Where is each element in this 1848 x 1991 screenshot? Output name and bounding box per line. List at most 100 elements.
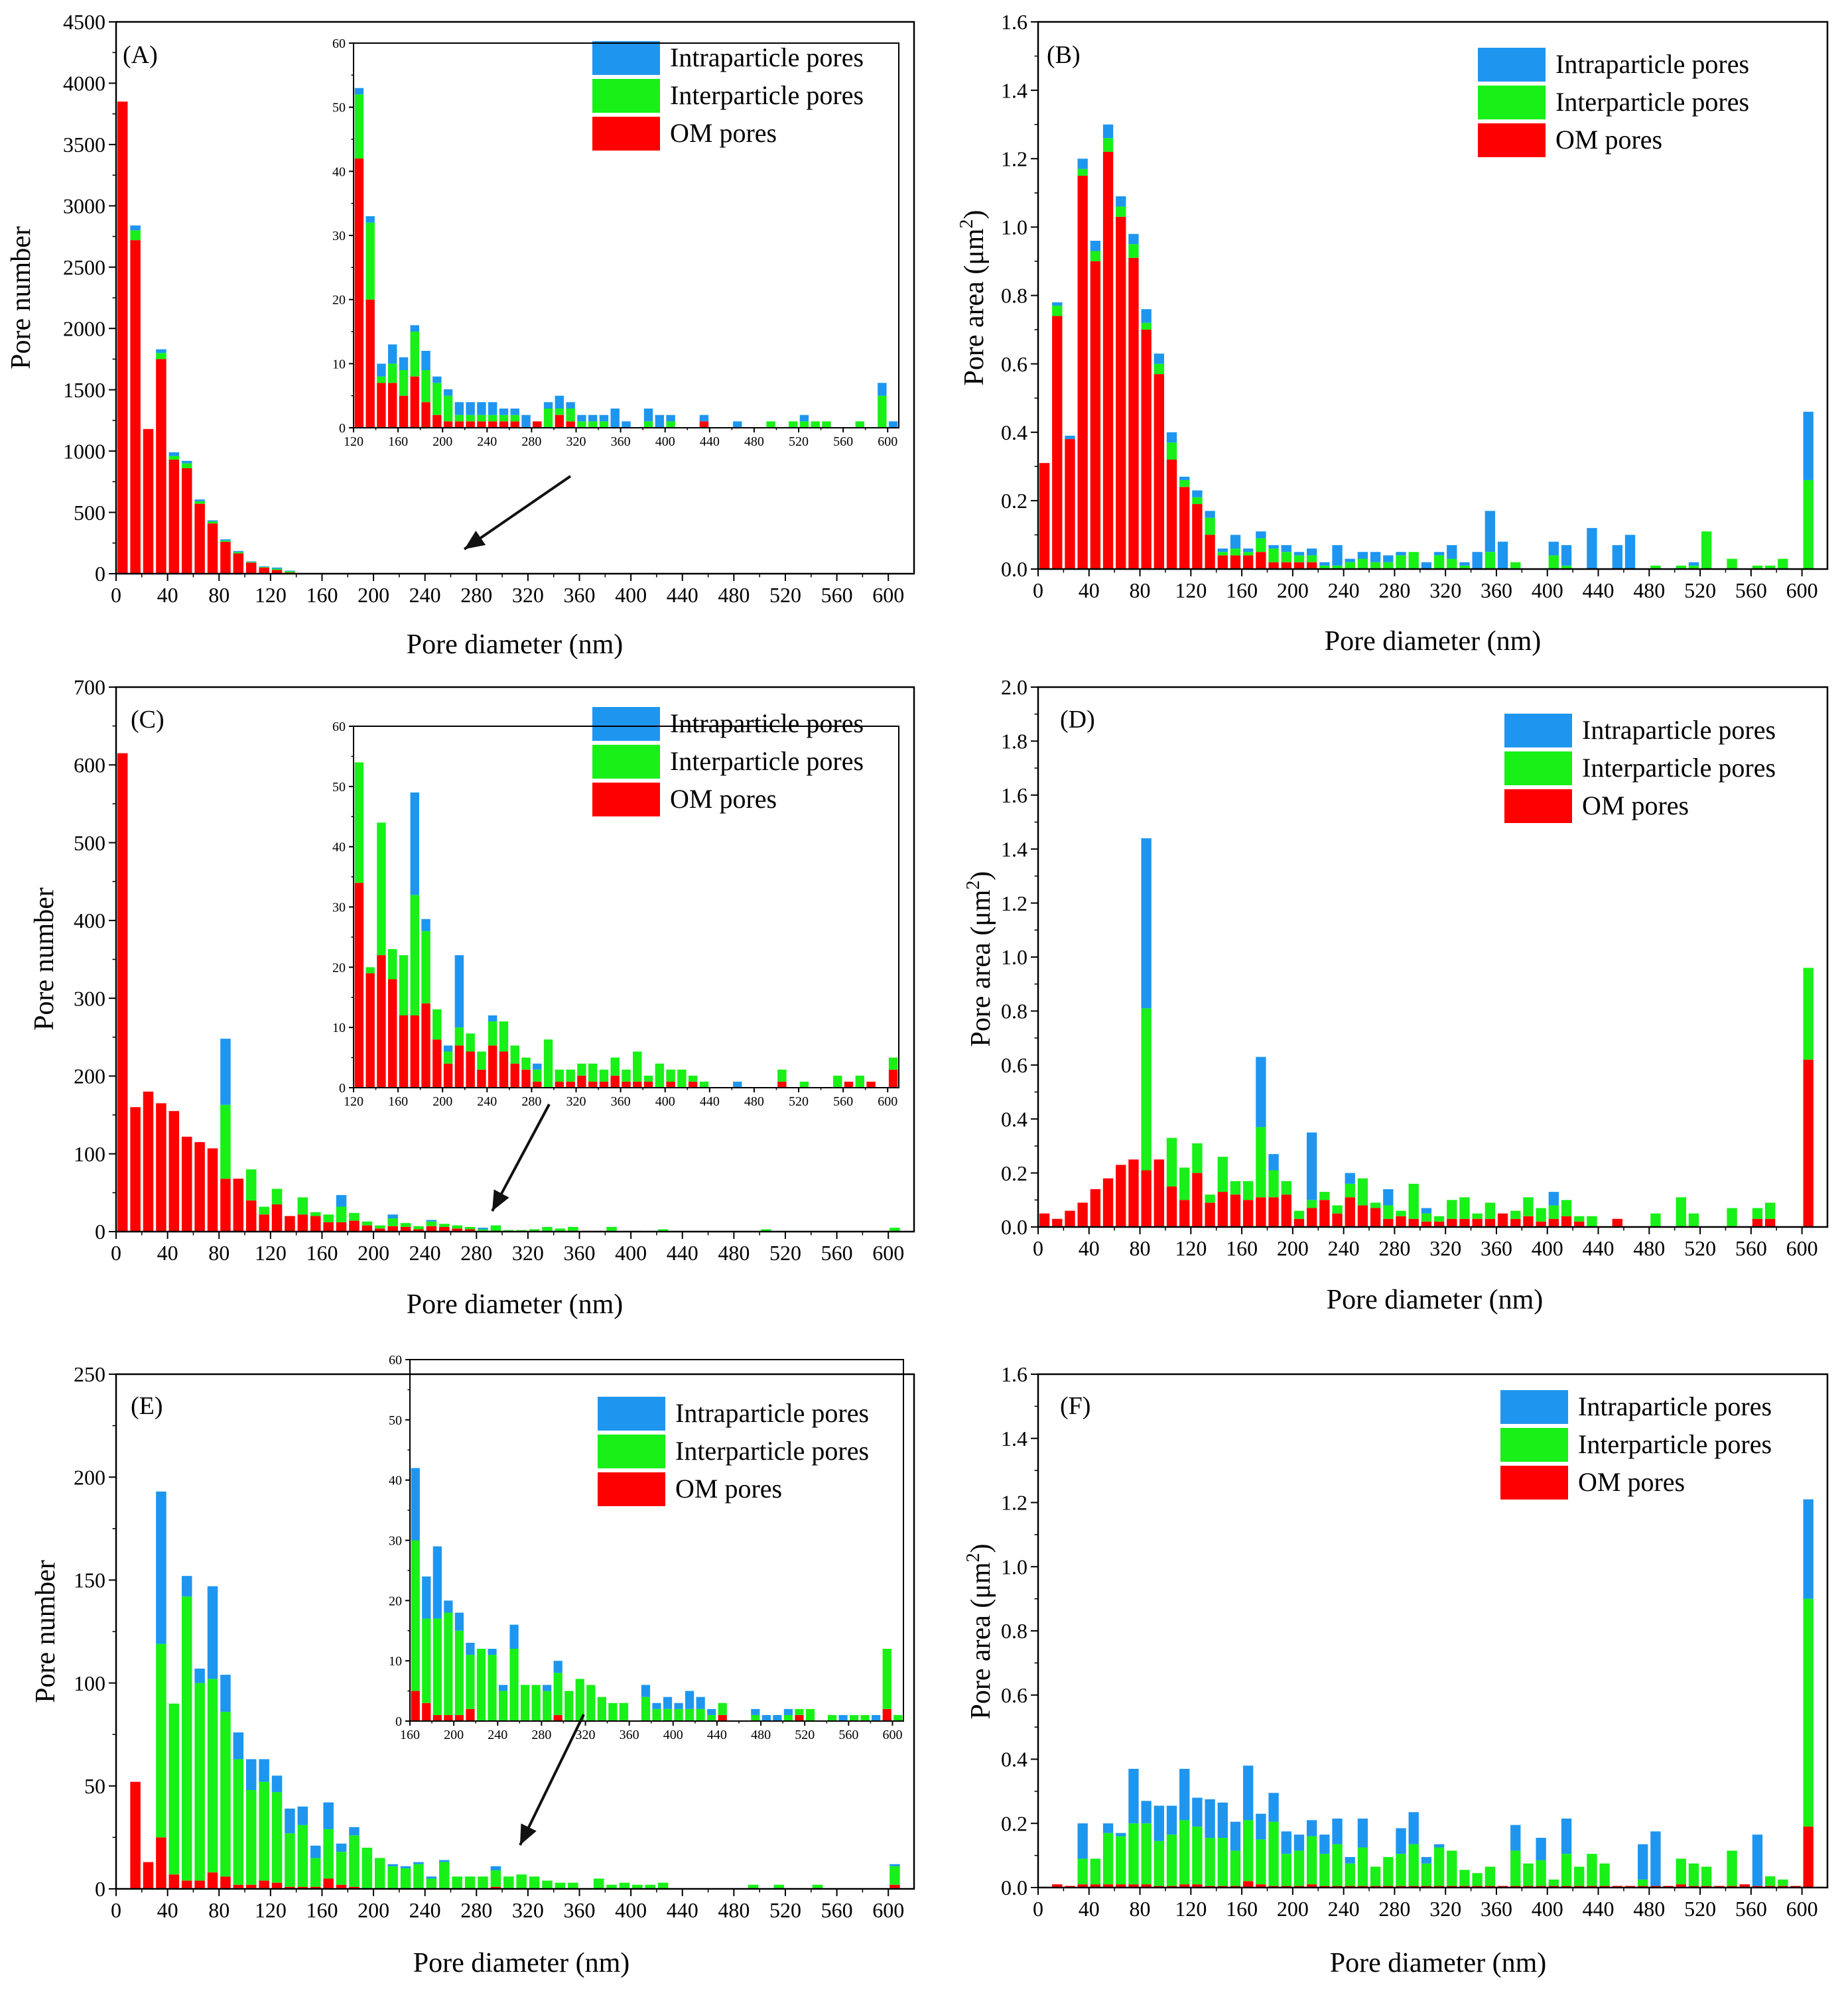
panel-C-inset-bar-interparticle-pores xyxy=(510,1045,519,1064)
panel-E-ytick-label: 50 xyxy=(84,1774,105,1798)
panel-A-ytick-label: 4500 xyxy=(63,10,105,34)
panel-C-ytick-label: 500 xyxy=(74,831,105,855)
panel-C-inset-ytick-label: 50 xyxy=(332,780,346,795)
panel-C-inset-xtick-label: 560 xyxy=(833,1094,853,1109)
panel-F-bar-interparticle-pores xyxy=(1536,1860,1546,1886)
panel-C-inset-ytick-label: 30 xyxy=(332,901,346,915)
panel-A-inset-bar-interparticle-pores xyxy=(643,421,653,428)
panel-E-inset-bar-om-pores xyxy=(553,1714,562,1721)
panel-E-bar-interparticle-pores xyxy=(310,1858,321,1887)
panel-A-inset-bar-interparticle-pores xyxy=(454,415,464,422)
panel-F-bar-interparticle-pores xyxy=(1357,1847,1368,1886)
panel-E-bar-om-pores xyxy=(194,1880,205,1889)
panel-F-bar-interparticle-pores xyxy=(1676,1858,1686,1885)
panel-C-inset-xtick-label: 120 xyxy=(344,1094,363,1109)
panel-D-bar-om-pores xyxy=(1408,1218,1419,1227)
panel-B-xtick-label: 280 xyxy=(1378,578,1410,602)
panel-E-bar-interparticle-pores xyxy=(645,1884,655,1889)
panel-B-xtick-label: 440 xyxy=(1583,578,1615,602)
panel-B-bar-intraparticle-pores xyxy=(1459,562,1470,566)
panel-C-bar-interparticle-pores xyxy=(464,1226,476,1230)
panel-D-bar-interparticle-pores xyxy=(1574,1216,1585,1222)
panel-B-bar-interparticle-pores xyxy=(1116,206,1126,217)
panel-F-xtick-label: 240 xyxy=(1328,1897,1360,1921)
panel-A-inset-bar-intraparticle-pores xyxy=(354,88,364,95)
panel-C-inset-bar-interparticle-pores xyxy=(521,1057,531,1070)
panel-C-inset-bar-om-pores xyxy=(844,1081,854,1088)
panel-E-bar-interparticle-pores xyxy=(606,1884,617,1889)
panel-E-inset-bar-om-pores xyxy=(411,1691,420,1721)
panel-F-xtick-label: 200 xyxy=(1277,1897,1309,1921)
panel-E-inset-xtick-label: 200 xyxy=(444,1728,464,1742)
panel-B-bar-intraparticle-pores xyxy=(1256,531,1266,539)
panel-D-bar-intraparticle-pores xyxy=(1268,1154,1279,1171)
panel-C-ytick-label: 300 xyxy=(74,986,105,1010)
panel-D-xtick-label: 520 xyxy=(1684,1236,1716,1260)
panel-E-xtick-label: 280 xyxy=(460,1898,492,1922)
panel-C-inset-bar-om-pores xyxy=(555,1081,564,1088)
panel-F-bar-interparticle-pores xyxy=(1383,1857,1394,1886)
panel-A-inset-bar-intraparticle-pores xyxy=(643,409,653,422)
panel-C-bar-intraparticle-pores xyxy=(220,1039,231,1105)
panel-A-bar-om-pores xyxy=(245,562,257,574)
panel-E-inset-bar-om-pores xyxy=(454,1714,464,1721)
panel-F-bar-interparticle-pores xyxy=(1587,1854,1597,1886)
panel-C-ytick-label: 100 xyxy=(74,1142,105,1166)
panel-C-inset-bar-om-pores xyxy=(688,1081,698,1088)
panel-F-legend-swatch xyxy=(1500,1428,1568,1462)
panel-C-bar-interparticle-pores xyxy=(503,1230,514,1231)
panel-F-xtick-label: 440 xyxy=(1583,1897,1615,1921)
panel-D-bar-om-pores xyxy=(1383,1218,1394,1227)
panel-E-inset-bar-interparticle-pores xyxy=(476,1649,486,1721)
panel-A-bar-interparticle-pores xyxy=(233,552,244,554)
panel-B-bar-interparticle-pores xyxy=(1141,322,1152,330)
panel-E-bar-om-pores xyxy=(285,1886,295,1889)
panel-F-bar-interparticle-pores xyxy=(1154,1840,1165,1886)
panel-C-bar-intraparticle-pores xyxy=(387,1214,398,1219)
panel-A-y-axis-title: Pore number xyxy=(6,226,36,369)
panel-F-bar-interparticle-pores xyxy=(1243,1820,1254,1882)
panel-C-inset-bar-om-pores xyxy=(643,1081,653,1088)
panel-C-inset-bar-om-pores xyxy=(421,1003,430,1088)
panel-F-bar-intraparticle-pores xyxy=(1510,1825,1521,1851)
panel-A-inset-bar-om-pores xyxy=(510,421,519,428)
panel-B-xtick-label: 160 xyxy=(1226,578,1258,602)
panel-B-bar-intraparticle-pores xyxy=(1052,302,1063,306)
panel-F-legend-swatch xyxy=(1500,1466,1568,1500)
panel-B-bar-intraparticle-pores xyxy=(1192,490,1203,497)
panel-C-bar-om-pores xyxy=(362,1225,373,1232)
panel-B-bar-interparticle-pores xyxy=(1179,480,1190,487)
panel-B-label: (B) xyxy=(1047,41,1081,69)
panel-B-bar-intraparticle-pores xyxy=(1116,196,1126,207)
panel-D-bar-interparticle-pores xyxy=(1217,1157,1228,1192)
panel-A-xtick-label: 280 xyxy=(460,583,492,607)
panel-F-bar-interparticle-pores xyxy=(1459,1870,1470,1886)
panel-C-bars xyxy=(117,753,900,1232)
panel-B-bar-interparticle-pores xyxy=(1408,552,1419,569)
panel-C-inset-xtick-label: 520 xyxy=(789,1094,809,1109)
panel-C-bar-interparticle-pores xyxy=(542,1226,553,1231)
panel-B-bar-interparticle-pores xyxy=(1154,363,1165,375)
panel-F-xtick-label: 160 xyxy=(1226,1897,1258,1921)
panel-A-inset-bar-interparticle-pores xyxy=(766,421,775,428)
panel-B-bar-intraparticle-pores xyxy=(1433,552,1445,556)
panel-B-bar-intraparticle-pores xyxy=(1243,548,1254,552)
panel-F-bar-om-pores xyxy=(1090,1884,1101,1888)
panel-A-inset-bar-intraparticle-pores xyxy=(610,409,620,428)
panel-A-ytick-label: 3000 xyxy=(63,194,105,218)
panel-F-legend-entry: Intraparticle pores xyxy=(1578,1391,1772,1421)
panel-E-bar-om-pores xyxy=(168,1874,180,1889)
panel-D-xtick-label: 560 xyxy=(1735,1236,1767,1260)
panel-A-bar-om-pores xyxy=(194,503,205,574)
panel-B-bar-interparticle-pores xyxy=(1433,555,1445,570)
panel-D-ytick-label: 0.4 xyxy=(1001,1107,1027,1131)
panel-E-legend-swatch xyxy=(598,1435,665,1468)
panel-F-bar-intraparticle-pores xyxy=(1421,1857,1432,1864)
panel-E-inset-bar-interparticle-pores xyxy=(696,1708,705,1721)
panel-F-bar-interparticle-pores xyxy=(1778,1879,1788,1886)
panel-E-inset-bar-intraparticle-pores xyxy=(509,1624,519,1649)
panel-F-bar-interparticle-pores xyxy=(1523,1863,1534,1886)
panel-C-inset-bar-interparticle-pores xyxy=(454,1027,464,1046)
panel-A-bar-intraparticle-pores xyxy=(156,349,166,353)
